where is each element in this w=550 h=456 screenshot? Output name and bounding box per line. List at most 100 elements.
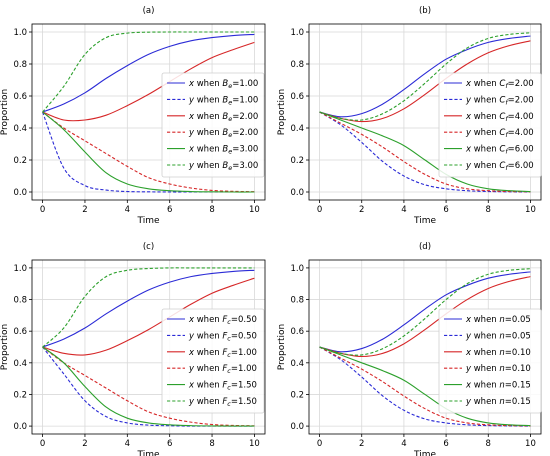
x-tick-label: 6 <box>443 205 448 215</box>
legend: x when Be=1.00 y when Be=1.00 x when Be=2.… <box>161 72 265 178</box>
y-tick-label: 0.6 <box>13 92 27 102</box>
x-tick-label: 6 <box>167 439 172 449</box>
chart-title: (c) <box>143 242 154 252</box>
legend-label: y when n=0.05 <box>465 331 531 341</box>
y-tick-label: 0.4 <box>13 124 27 134</box>
x-tick-label: 6 <box>167 205 172 215</box>
series-line-4 <box>42 346 255 427</box>
legend-label: x when Cf=2.00 <box>465 79 534 90</box>
y-tick-label: 1.0 <box>13 264 27 274</box>
series-line-5 <box>319 111 531 193</box>
legend-label: y when Fc=1.50 <box>188 397 257 408</box>
legend: x when Fc=0.50 y when Fc=0.50 x when Fc=1.… <box>161 308 265 414</box>
x-tick-label: 10 <box>249 205 260 215</box>
y-tick-label: 1.0 <box>13 28 27 38</box>
y-tick-label: 0.4 <box>290 359 304 369</box>
x-axis-label: Time <box>413 216 436 226</box>
legend-box <box>438 308 542 414</box>
x-tick-label: 6 <box>443 439 448 449</box>
series-line-4 <box>319 111 531 193</box>
legend-label: x when Fc=0.50 <box>188 315 257 326</box>
series-line-6 <box>319 32 531 121</box>
chart-panel-2: 0 2 4 6 8 10 0.0 0.2 0.4 0.6 0.8 1.0 (b) Time Proporti… <box>277 6 542 226</box>
x-tick-label: 0 <box>40 439 45 449</box>
series-line-1 <box>319 271 531 353</box>
series-line-1 <box>42 269 255 348</box>
series-line-2 <box>319 346 531 427</box>
legend-label: x when Cf=6.00 <box>465 145 534 156</box>
chart-panel-3: 0 2 4 6 8 10 0.0 0.2 0.4 0.6 0.8 1.0 (c) Time Proporti… <box>0 242 266 456</box>
x-tick-label: 4 <box>125 439 130 449</box>
x-axis-label: Time <box>413 450 436 456</box>
y-tick-label: 0.0 <box>13 188 27 198</box>
y-tick-label: 0.8 <box>13 296 27 306</box>
series-line-5 <box>319 346 531 427</box>
y-tick-label: 1.0 <box>290 28 304 38</box>
y-tick-label: 0.2 <box>13 390 27 400</box>
legend-label: y when Cf=4.00 <box>465 128 534 139</box>
x-tick-label: 0 <box>317 205 322 215</box>
y-tick-label: 0.6 <box>13 327 27 337</box>
x-tick-label: 0 <box>40 205 45 215</box>
series-line-5 <box>42 346 255 427</box>
legend-box <box>161 308 265 414</box>
legend-label: y when Cf=6.00 <box>465 161 534 172</box>
series-line-4 <box>319 346 531 427</box>
series-line-2 <box>42 111 255 193</box>
legend-label: y when Be=1.00 <box>188 95 258 106</box>
series-line-4 <box>42 111 255 193</box>
legend-label: y when Fc=1.00 <box>188 364 257 375</box>
y-axis-label: Proportion <box>277 324 287 370</box>
x-tick-label: 10 <box>525 439 536 449</box>
x-tick-label: 2 <box>359 205 364 215</box>
legend-label: x when Cf=4.00 <box>465 112 534 123</box>
legend: x when Cf=2.00 y when Cf=2.00 x when Cf=4.… <box>438 72 542 178</box>
series-line-6 <box>42 267 255 348</box>
chart-title: (d) <box>419 242 431 252</box>
y-tick-label: 0.0 <box>13 422 27 432</box>
chart-panel-4: 0 2 4 6 8 10 0.0 0.2 0.4 0.6 0.8 1.0 (d) Time Proporti… <box>277 242 542 456</box>
legend-label: x when Be=2.00 <box>188 112 258 123</box>
y-axis-label: Proportion <box>0 89 10 135</box>
legend-label: x when Fc=1.50 <box>188 381 257 392</box>
y-tick-label: 0.0 <box>290 188 304 198</box>
legend-label: x when Be=3.00 <box>188 145 258 156</box>
x-axis-label: Time <box>136 216 159 226</box>
series-line-2 <box>319 111 531 193</box>
legend-label: y when Be=3.00 <box>188 161 258 172</box>
x-tick-label: 8 <box>209 205 214 215</box>
x-tick-label: 2 <box>82 439 87 449</box>
legend-label: y when n=0.15 <box>465 397 531 407</box>
legend-label: x when n=0.15 <box>465 381 531 391</box>
y-tick-label: 0.2 <box>13 156 27 166</box>
legend-box <box>161 72 265 178</box>
series-line-1 <box>42 33 255 113</box>
plot-frame <box>31 259 266 435</box>
y-axis-label: Proportion <box>0 324 10 370</box>
y-tick-label: 0.8 <box>290 296 304 306</box>
chart-panel-1: 0 2 4 6 8 10 0.0 0.2 0.4 0.6 0.8 1.0 (a) Time Proporti… <box>0 6 266 226</box>
y-axis-label: Proportion <box>277 89 287 135</box>
x-tick-label: 4 <box>401 439 406 449</box>
legend-label: y when Fc=0.50 <box>188 331 257 342</box>
chart-title: (b) <box>419 6 431 16</box>
x-tick-label: 10 <box>525 205 536 215</box>
x-tick-label: 4 <box>401 205 406 215</box>
legend: x when n=0.05 y when n=0.05 x when n=0.10 y… <box>438 308 542 414</box>
y-tick-label: 0.8 <box>13 60 27 70</box>
y-tick-label: 0.2 <box>290 156 304 166</box>
x-tick-label: 10 <box>249 439 260 449</box>
legend-label: x when n=0.10 <box>465 348 531 358</box>
legend-label: x when Fc=1.00 <box>188 348 257 359</box>
series-line-3 <box>319 40 531 123</box>
series-line-6 <box>42 31 255 113</box>
series-line-3 <box>42 277 255 356</box>
series-line-3 <box>42 41 255 122</box>
series-line-6 <box>319 268 531 356</box>
y-tick-label: 0.6 <box>290 92 304 102</box>
chart-title: (a) <box>143 6 155 16</box>
legend-label: y when Cf=2.00 <box>465 95 534 106</box>
legend-label: x when Be=1.00 <box>188 79 258 90</box>
y-tick-label: 0.8 <box>290 60 304 70</box>
